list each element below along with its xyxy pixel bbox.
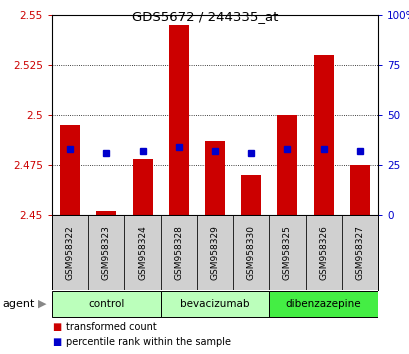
Bar <box>60 125 80 215</box>
Text: GDS5672 / 244335_at: GDS5672 / 244335_at <box>131 10 278 23</box>
Text: transformed count: transformed count <box>66 322 157 332</box>
Text: GSM958325: GSM958325 <box>282 225 291 280</box>
Bar <box>204 141 225 215</box>
Text: bevacizumab: bevacizumab <box>180 299 249 309</box>
Bar <box>349 165 369 215</box>
Bar <box>269 215 305 290</box>
Text: control: control <box>88 299 124 309</box>
Bar <box>96 211 116 215</box>
Bar <box>277 115 297 215</box>
Text: GSM958323: GSM958323 <box>101 225 110 280</box>
Text: GSM958328: GSM958328 <box>174 225 183 280</box>
Bar <box>169 25 188 215</box>
Text: ■: ■ <box>52 322 61 332</box>
Bar <box>160 291 269 316</box>
Bar <box>124 215 160 290</box>
Text: ▶: ▶ <box>37 299 46 309</box>
Text: percentile rank within the sample: percentile rank within the sample <box>66 337 231 347</box>
Text: GSM958330: GSM958330 <box>246 225 255 280</box>
Text: GSM958324: GSM958324 <box>138 225 147 280</box>
Bar <box>196 215 233 290</box>
Bar <box>132 159 152 215</box>
Bar <box>313 55 333 215</box>
Text: GSM958326: GSM958326 <box>318 225 327 280</box>
Text: GSM958327: GSM958327 <box>355 225 364 280</box>
Text: dibenzazepine: dibenzazepine <box>285 299 361 309</box>
Text: GSM958322: GSM958322 <box>65 225 74 280</box>
Bar <box>233 215 269 290</box>
Bar <box>52 291 160 316</box>
Bar <box>52 215 88 290</box>
Bar <box>160 215 196 290</box>
Bar <box>341 215 377 290</box>
Bar <box>240 175 261 215</box>
Bar <box>88 215 124 290</box>
Text: agent: agent <box>2 299 34 309</box>
Bar <box>269 291 377 316</box>
Bar <box>305 215 341 290</box>
Text: GSM958329: GSM958329 <box>210 225 219 280</box>
Text: ■: ■ <box>52 337 61 347</box>
